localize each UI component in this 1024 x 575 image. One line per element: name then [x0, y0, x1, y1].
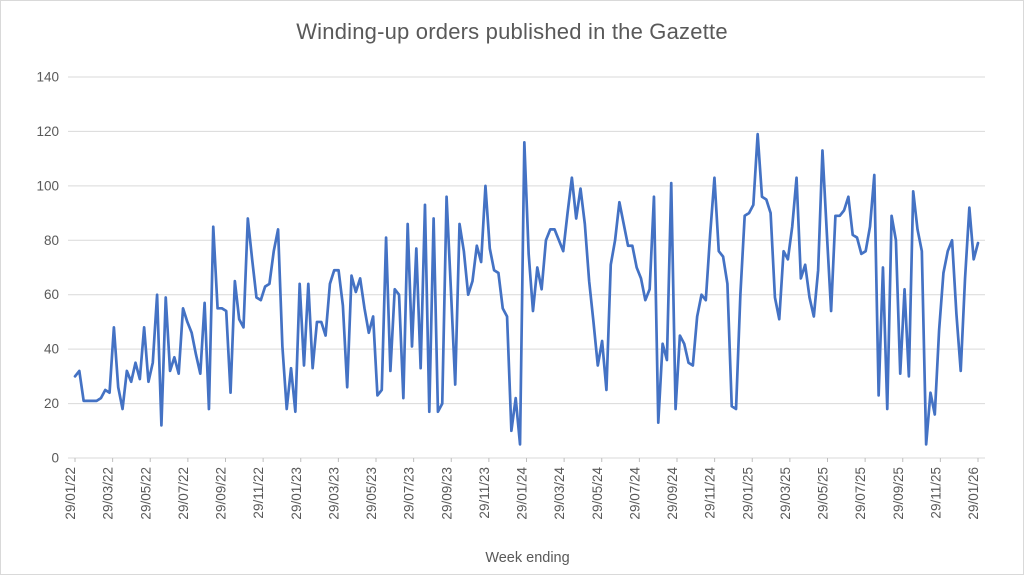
x-axis-label: 29/01/26 [966, 467, 981, 520]
x-axis-label: 29/01/22 [63, 467, 78, 520]
x-axis-title: Week ending [485, 550, 570, 566]
x-axis-label: 29/09/22 [214, 467, 229, 520]
x-axis-label: 29/11/23 [477, 467, 492, 519]
x-axis-label: 29/03/24 [552, 467, 567, 520]
x-axis-label: 29/05/25 [816, 467, 831, 520]
x-axis-label: 29/03/25 [778, 467, 793, 520]
x-axis-label: 29/03/23 [326, 467, 341, 520]
x-axis-label: 29/11/24 [703, 467, 718, 519]
y-axis-label-140: 140 [36, 70, 59, 85]
x-axis-label: 29/05/22 [138, 467, 153, 520]
x-axis-label: 29/07/23 [402, 467, 417, 520]
y-axis-label-40: 40 [44, 342, 59, 357]
data-series-line [73, 132, 980, 446]
x-axis-label: 29/11/25 [928, 467, 943, 519]
x-axis-label: 29/01/24 [515, 467, 530, 520]
y-axis-label-60: 60 [44, 287, 59, 302]
x-axis-label: 29/05/23 [364, 467, 379, 520]
x-axis-label: 29/01/25 [740, 467, 755, 520]
x-axis-label: 29/03/22 [101, 467, 116, 520]
x-axis-label: 29/11/22 [251, 467, 266, 519]
y-axis-label-80: 80 [44, 233, 59, 248]
y-axis-label-20: 20 [44, 396, 59, 411]
x-axis-label: 29/09/25 [891, 467, 906, 520]
y-axis-label-0: 0 [51, 451, 59, 466]
y-axis-label-120: 120 [36, 124, 59, 139]
x-axis-label: 29/09/23 [439, 467, 454, 520]
x-axis-label: 29/09/24 [665, 467, 680, 520]
x-axis-label: 29/07/24 [627, 467, 642, 520]
chart-title: Winding-up orders published in the Gazet… [296, 19, 728, 44]
x-axis-label: 29/05/24 [590, 467, 605, 520]
x-axis-label: 29/07/25 [853, 467, 868, 520]
x-axis-label: 29/07/22 [176, 467, 191, 520]
y-axis-label-100: 100 [36, 178, 59, 193]
x-axis-label: 29/01/23 [289, 467, 304, 520]
